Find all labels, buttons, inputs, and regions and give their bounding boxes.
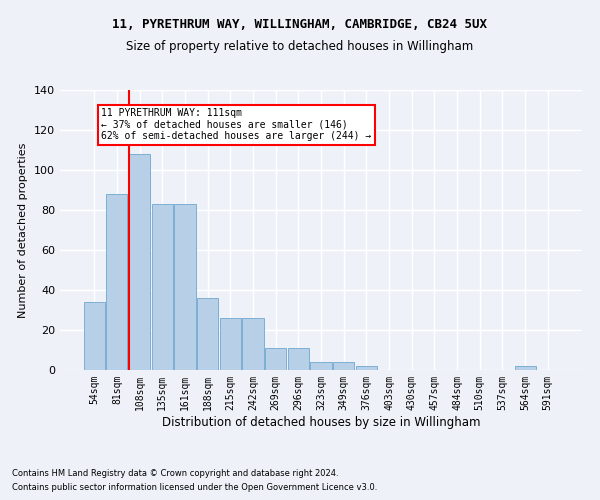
- X-axis label: Distribution of detached houses by size in Willingham: Distribution of detached houses by size …: [162, 416, 480, 428]
- Bar: [152, 204, 173, 370]
- Bar: [265, 348, 286, 370]
- Bar: [242, 318, 263, 370]
- Bar: [220, 318, 241, 370]
- Bar: [175, 204, 196, 370]
- Bar: [333, 362, 354, 370]
- Text: 11, PYRETHRUM WAY, WILLINGHAM, CAMBRIDGE, CB24 5UX: 11, PYRETHRUM WAY, WILLINGHAM, CAMBRIDGE…: [113, 18, 487, 30]
- Bar: [515, 366, 536, 370]
- Bar: [129, 154, 150, 370]
- Bar: [310, 362, 332, 370]
- Bar: [197, 298, 218, 370]
- Text: Contains HM Land Registry data © Crown copyright and database right 2024.: Contains HM Land Registry data © Crown c…: [12, 468, 338, 477]
- Text: Contains public sector information licensed under the Open Government Licence v3: Contains public sector information licen…: [12, 484, 377, 492]
- Bar: [106, 194, 127, 370]
- Y-axis label: Number of detached properties: Number of detached properties: [19, 142, 28, 318]
- Text: 11 PYRETHRUM WAY: 111sqm
← 37% of detached houses are smaller (146)
62% of semi-: 11 PYRETHRUM WAY: 111sqm ← 37% of detach…: [101, 108, 371, 141]
- Bar: [356, 366, 377, 370]
- Bar: [288, 348, 309, 370]
- Text: Size of property relative to detached houses in Willingham: Size of property relative to detached ho…: [127, 40, 473, 53]
- Bar: [84, 302, 105, 370]
